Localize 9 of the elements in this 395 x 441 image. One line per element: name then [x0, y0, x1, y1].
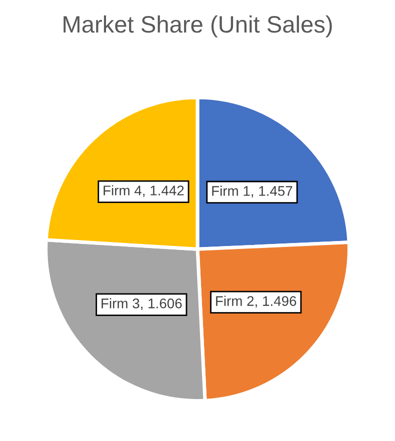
data-label: , 1.457 [252, 186, 292, 198]
chart-title: Market Share (Unit Sales) [64, 15, 332, 38]
data-label: , 1.442 [143, 186, 184, 198]
slice-label: Firm 4 [104, 185, 142, 196]
data-label: , 1.496 [256, 296, 296, 308]
data-label: , 1.606 [141, 298, 182, 310]
slice-label: Firm 2 [216, 296, 254, 306]
slice-label: Firm 1 [212, 186, 250, 196]
slice-label: Firm 3 [102, 298, 140, 308]
